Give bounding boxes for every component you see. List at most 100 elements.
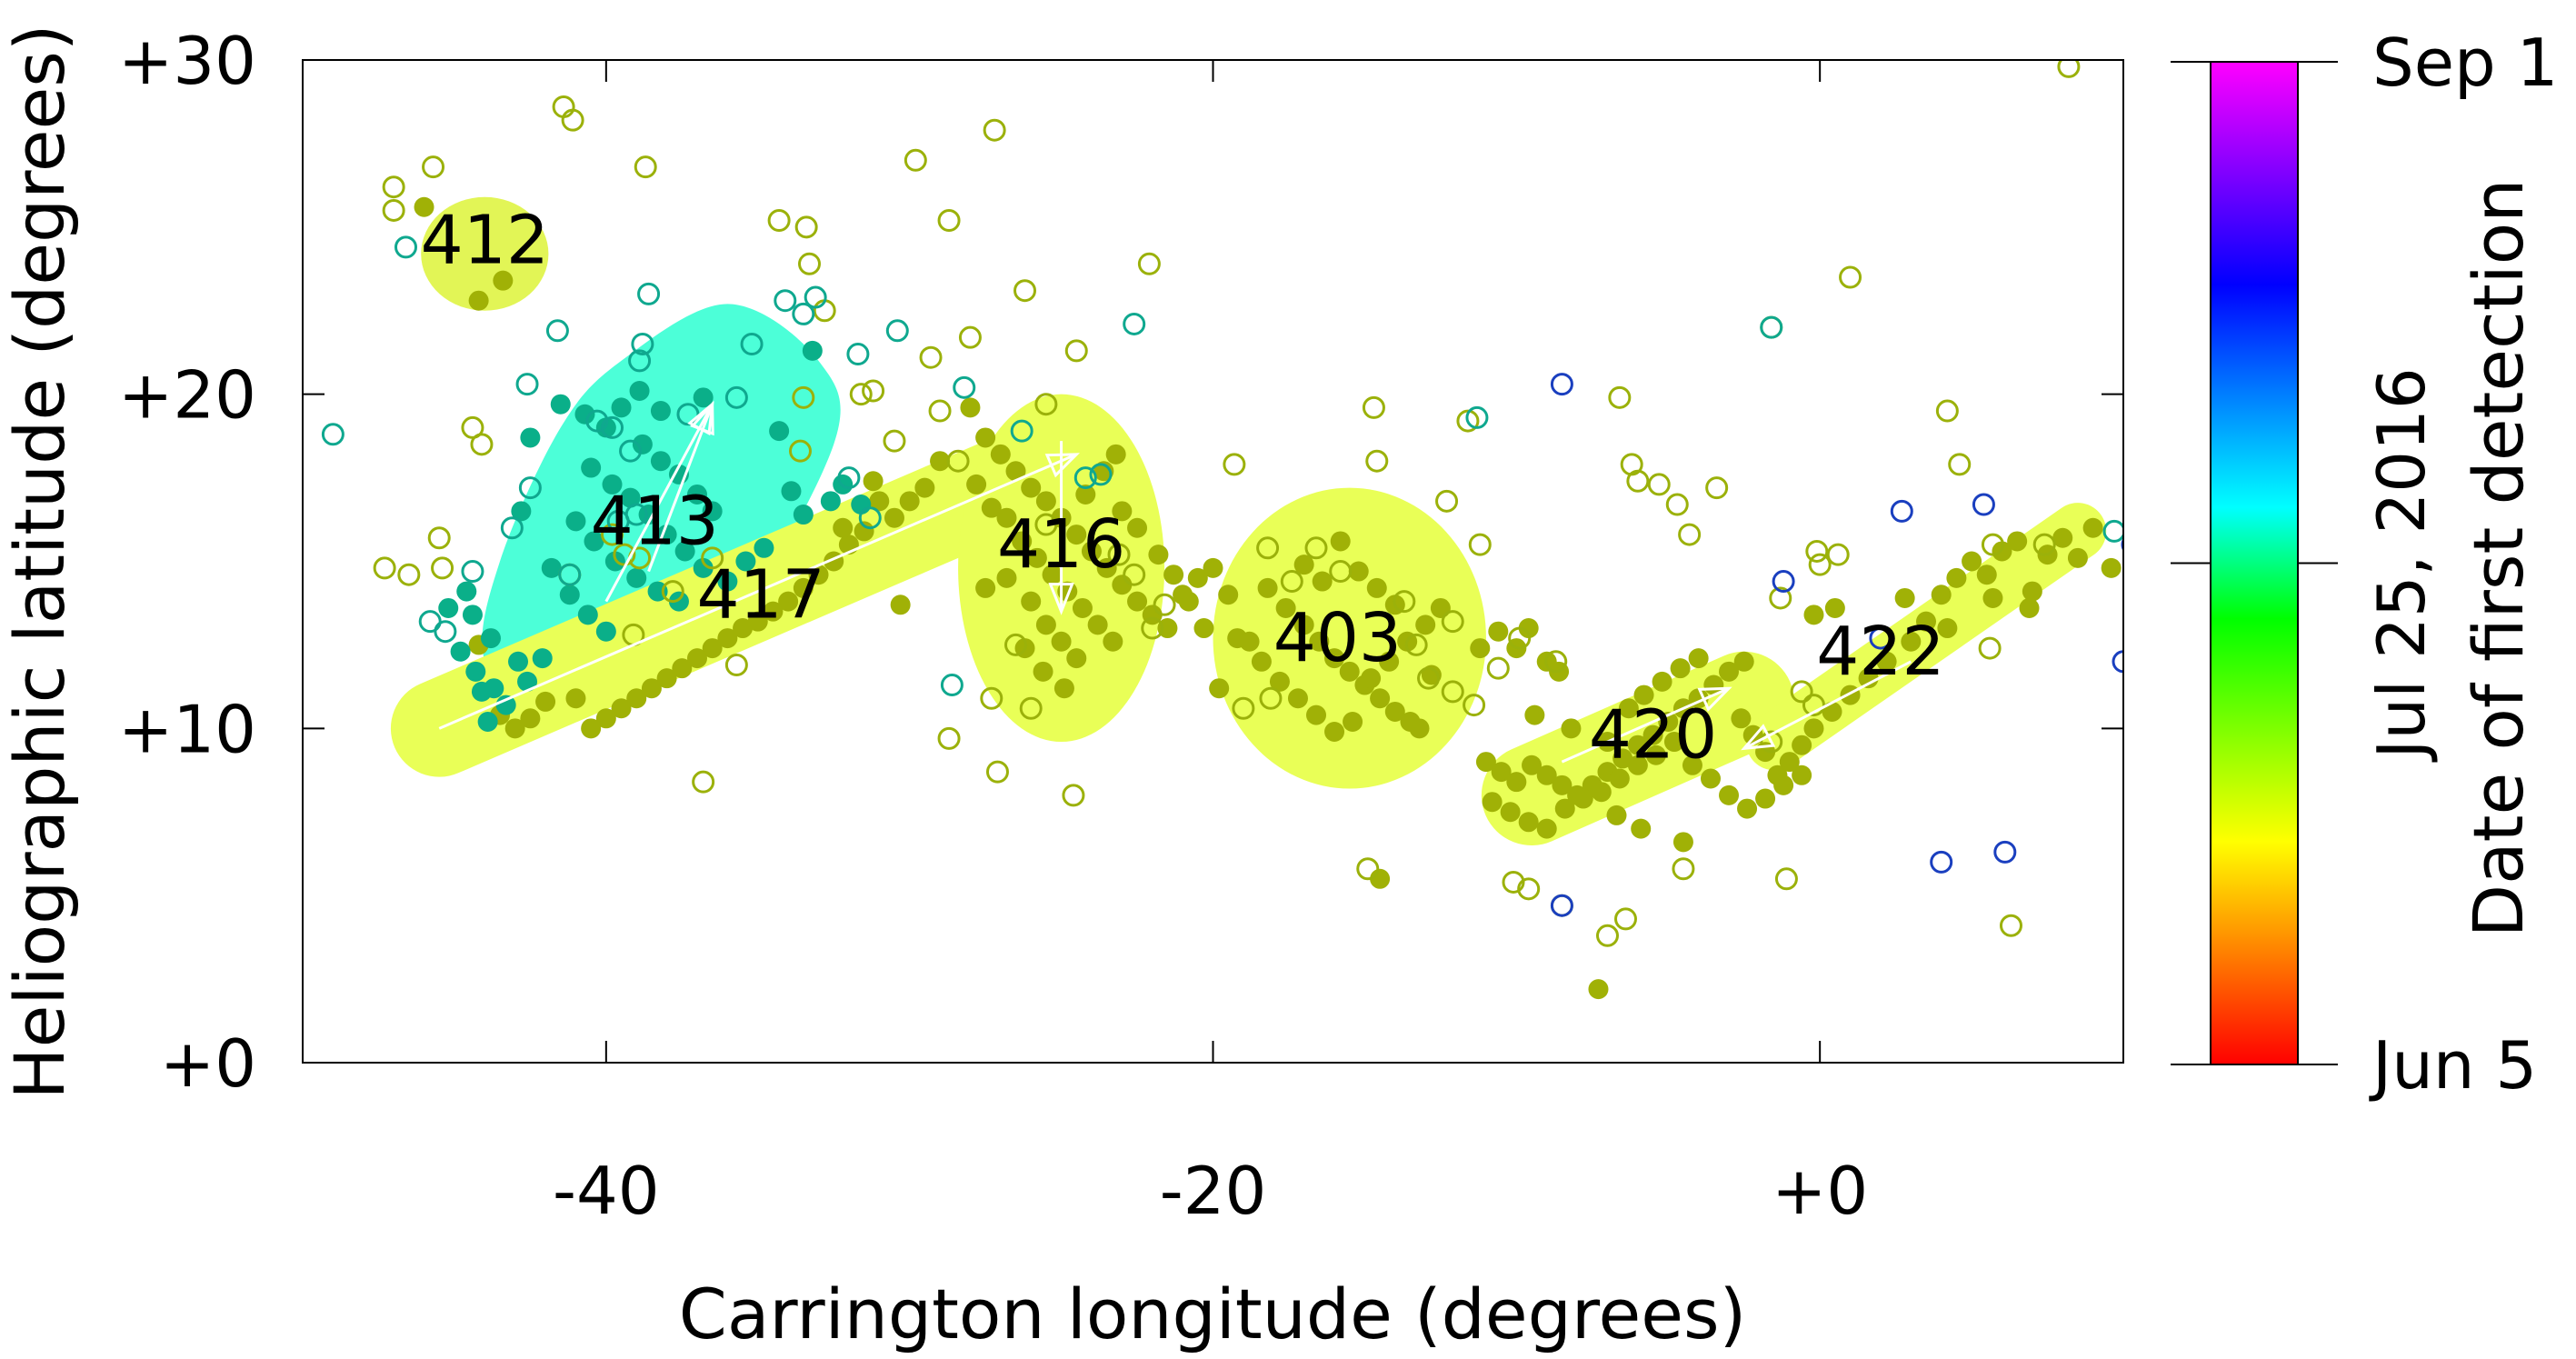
data-point-open (940, 674, 964, 697)
data-point-open (885, 319, 909, 343)
data-point-filled (1112, 501, 1133, 522)
data-point-open (561, 108, 584, 132)
data-point-open (1948, 453, 1972, 476)
data-point-open (1774, 867, 1798, 891)
data-point-filled (808, 565, 829, 585)
data-point-filled (1536, 818, 1557, 839)
data-point-open (1153, 593, 1176, 616)
data-point-filled (581, 718, 602, 739)
data-point-open (1486, 656, 1510, 680)
data-point-filled (1187, 567, 1208, 588)
data-point-filled (550, 394, 571, 415)
data-point-open (394, 235, 418, 259)
data-point-open (1972, 493, 1995, 516)
data-point-filled (990, 444, 1011, 465)
data-point-filled (914, 477, 935, 498)
data-point-filled (650, 451, 671, 472)
data-point-open (1614, 907, 1638, 931)
data-point-open (1004, 633, 1028, 656)
data-point-filled (1306, 704, 1327, 725)
data-point-filled (1642, 724, 1663, 745)
data-point-filled (1894, 587, 1915, 608)
data-point-open (601, 415, 624, 439)
data-point-filled (1087, 615, 1108, 635)
data-point-filled (1609, 768, 1630, 789)
data-point-open (1647, 473, 1671, 496)
data-point-open (470, 433, 494, 456)
drift-arrow (604, 403, 714, 603)
data-point-filled (754, 537, 774, 558)
data-point-filled (620, 487, 641, 508)
data-point-open (601, 523, 624, 546)
data-point-filled (1606, 804, 1627, 825)
data-point-filled (793, 505, 814, 525)
data-point-filled (890, 595, 911, 615)
data-point-filled (465, 661, 486, 682)
data-point-open (1890, 499, 1913, 523)
data-point-filled (1072, 597, 1093, 618)
data-point-open (849, 383, 873, 406)
data-point-open (1672, 857, 1695, 881)
data-point-filled (1561, 718, 1582, 739)
data-point-open (980, 686, 1003, 710)
region-label-416: 416 (997, 505, 1125, 584)
data-point-open (637, 282, 661, 305)
data-point-filled (1081, 541, 1102, 562)
data-point-filled (2022, 581, 2042, 602)
data-point-open (1062, 784, 1085, 807)
data-point-filled (1737, 798, 1758, 819)
data-point-filled (650, 401, 671, 422)
data-point-open (798, 252, 822, 275)
data-point-filled (1051, 631, 1072, 652)
data-point-filled (1127, 591, 1148, 612)
data-point-filled (1612, 748, 1633, 769)
data-point-open (1608, 385, 1632, 409)
data-point-filled (1324, 648, 1345, 669)
data-point-open (1626, 469, 1650, 493)
data-point-open (1365, 449, 1389, 473)
data-point-filled (1976, 565, 1997, 585)
data-point-open (1930, 850, 1953, 874)
data-point-filled (629, 380, 650, 401)
data-point-filled (611, 397, 632, 418)
data-point-filled (1033, 661, 1053, 682)
data-point-filled (1731, 708, 1752, 729)
data-point-open (1404, 633, 1428, 656)
data-point-filled (1148, 545, 1169, 565)
data-point-filled (641, 678, 662, 699)
data-point-filled (668, 591, 689, 612)
data-point-open (1760, 315, 1783, 339)
data-point-filled (471, 681, 492, 702)
data-point-filled (1066, 648, 1087, 669)
drift-arrow-head (1697, 686, 1732, 712)
data-point-filled (1312, 571, 1333, 592)
data-point-open (1123, 312, 1146, 335)
drift-arrow (1743, 660, 1912, 750)
data-point-filled (520, 427, 541, 448)
data-point-filled (975, 577, 996, 598)
data-point-filled (1627, 754, 1648, 775)
y-ticks: +0 +10 +20 +30 (118, 23, 2123, 1102)
data-point-filled (1384, 701, 1405, 722)
data-point-filled (1293, 615, 1314, 635)
data-point-filled (981, 497, 1002, 518)
data-point-filled (477, 711, 498, 732)
data-point-open (1993, 840, 2017, 864)
data-point-open (1981, 533, 2004, 556)
data-point-filled (517, 671, 538, 692)
data-point-open (1502, 870, 1525, 894)
data-point-open (928, 399, 952, 423)
data-point-filled (781, 481, 802, 502)
data-point-filled (1193, 618, 1214, 639)
data-point-open (500, 516, 524, 540)
data-point-open (1393, 590, 1416, 614)
colorbar-tick-label: Jul 25, 2016 (2363, 367, 2440, 762)
data-point-open (2057, 60, 2081, 78)
data-point-filled (1105, 444, 1126, 465)
data-point-filled (1682, 754, 1702, 775)
data-point-filled (1257, 577, 1278, 598)
data-point-open (1013, 279, 1037, 303)
data-point-open (1544, 650, 1568, 674)
data-point-filled (693, 557, 714, 578)
data-point-filled (480, 628, 501, 649)
